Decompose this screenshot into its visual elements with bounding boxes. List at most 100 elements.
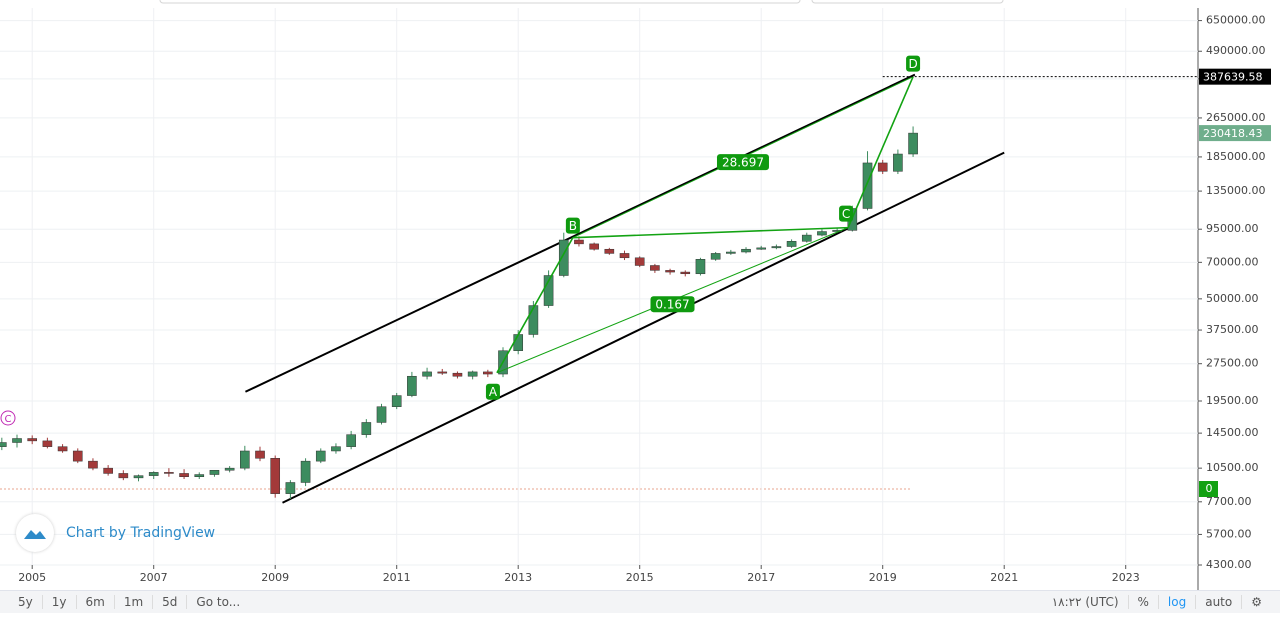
y-tick-label: 95000.00 — [1206, 222, 1259, 235]
candle-body — [741, 248, 751, 253]
candle-body — [695, 259, 706, 275]
indicator-label: 0 — [1206, 482, 1213, 495]
x-tick-label: 2017 — [747, 571, 775, 584]
candle-body — [893, 153, 903, 172]
candle-body — [650, 265, 660, 271]
indicator-label-bg — [1199, 481, 1218, 497]
y-tick-label: 265000.00 — [1206, 111, 1266, 124]
log-toggle[interactable]: log — [1159, 595, 1197, 609]
y-tick-label: 4300.00 — [1206, 558, 1252, 571]
candle-body — [452, 372, 463, 377]
y-tick-label: 7700.00 — [1206, 495, 1252, 508]
y-tick-label: 135000.00 — [1206, 184, 1266, 197]
candle-body — [908, 132, 918, 155]
toolbar-right: ۱۸:۲۲ (UTC) % log auto ⚙ — [1043, 595, 1280, 609]
y-tick-label: 5700.00 — [1206, 527, 1252, 540]
candle-body — [133, 475, 144, 479]
candle-body — [72, 450, 83, 462]
candle-body — [0, 442, 7, 447]
point-label: B — [569, 219, 577, 233]
pattern-leg — [847, 76, 914, 228]
point-label-bg — [485, 383, 500, 400]
candle-body — [391, 395, 402, 407]
range-button[interactable]: 6m — [77, 595, 115, 609]
toolbar: 5y 1y 6m 1m 5d Go to... ۱۸:۲۲ (UTC) % lo… — [0, 590, 1280, 613]
candle-body — [285, 482, 296, 494]
candle-body — [27, 438, 38, 442]
watermark-icon — [16, 514, 54, 552]
ratio-label: 28.697 — [722, 156, 764, 170]
candle-body — [331, 446, 341, 452]
candle-body — [42, 440, 53, 447]
range-button[interactable]: 1m — [115, 595, 154, 609]
candle-body — [164, 472, 174, 474]
range-button[interactable]: 1y — [43, 595, 77, 609]
candle-body — [862, 162, 873, 209]
candle-body — [665, 270, 675, 273]
candle-body — [634, 257, 645, 266]
candle-body — [817, 231, 827, 236]
candle-body — [346, 434, 356, 447]
channel-line — [245, 73, 916, 393]
settings-button[interactable]: ⚙ — [1251, 595, 1262, 609]
candle-body — [57, 446, 68, 452]
x-tick-label: 2007 — [140, 571, 168, 584]
pattern-leg — [572, 226, 849, 239]
candle-body — [148, 472, 159, 476]
candle-body — [726, 251, 736, 254]
candle-body — [209, 469, 220, 475]
percent-toggle[interactable]: % — [1129, 595, 1159, 609]
candle-body — [832, 230, 842, 232]
y-tick-label: 37500.00 — [1206, 323, 1259, 336]
y-tick-label: 70000.00 — [1206, 255, 1259, 268]
price-label-bg — [1199, 68, 1271, 85]
last-price-label: 230418.43 — [1203, 127, 1263, 140]
candle-body — [558, 239, 569, 276]
candle-body — [877, 162, 888, 172]
x-tick-label: 2011 — [383, 571, 411, 584]
y-tick-label: 27500.00 — [1206, 357, 1259, 370]
x-tick-label: 2015 — [626, 571, 654, 584]
goto-button[interactable]: Go to... — [196, 595, 241, 609]
y-tick-label: 490000.00 — [1206, 44, 1266, 57]
candle-body — [589, 243, 599, 250]
candle-body — [574, 239, 584, 245]
y-tick-label: 50000.00 — [1206, 292, 1259, 305]
candle-body — [619, 253, 630, 259]
point-label: D — [908, 57, 917, 71]
search-box[interactable] — [159, 0, 801, 4]
point-label-bg — [565, 217, 580, 234]
point-label: A — [489, 385, 498, 399]
x-tick-label: 2019 — [869, 571, 897, 584]
candle-body — [255, 450, 265, 459]
candle-body — [361, 422, 372, 435]
ratio-label-bg — [650, 296, 695, 313]
chart: C 0 650000.00490000.00380000.00265000.00… — [0, 0, 1271, 590]
y-tick-label: 650000.00 — [1206, 14, 1266, 27]
ratio-label-bg — [716, 154, 769, 171]
x-tick-label: 2021 — [990, 571, 1018, 584]
candle-body — [179, 473, 189, 477]
candle-body — [467, 371, 478, 377]
channel-line — [282, 151, 1005, 504]
auto-toggle[interactable]: auto — [1196, 595, 1243, 609]
time-zone[interactable]: ۱۸:۲۲ (UTC) — [1043, 595, 1129, 609]
y-tick-label: 19500.00 — [1206, 394, 1259, 407]
x-tick-label: 2023 — [1112, 571, 1140, 584]
candle-body — [528, 305, 539, 335]
range-button[interactable]: 5d — [153, 595, 188, 609]
point-label-bg — [839, 205, 854, 222]
pattern-leg — [496, 237, 574, 374]
range-button[interactable]: 5y — [0, 595, 43, 609]
ratio-label: 0.167 — [655, 298, 689, 312]
event-marker[interactable] — [0, 410, 16, 426]
watermark[interactable]: Chart by TradingView — [16, 514, 215, 552]
candle-body — [376, 406, 387, 423]
y-tick-label: 185000.00 — [1206, 150, 1266, 163]
last-price-bg — [1199, 125, 1271, 142]
candle-body — [801, 234, 812, 242]
y-tick-label: 14500.00 — [1206, 426, 1259, 439]
candle-body — [437, 371, 448, 374]
compare-box[interactable] — [811, 0, 1004, 4]
